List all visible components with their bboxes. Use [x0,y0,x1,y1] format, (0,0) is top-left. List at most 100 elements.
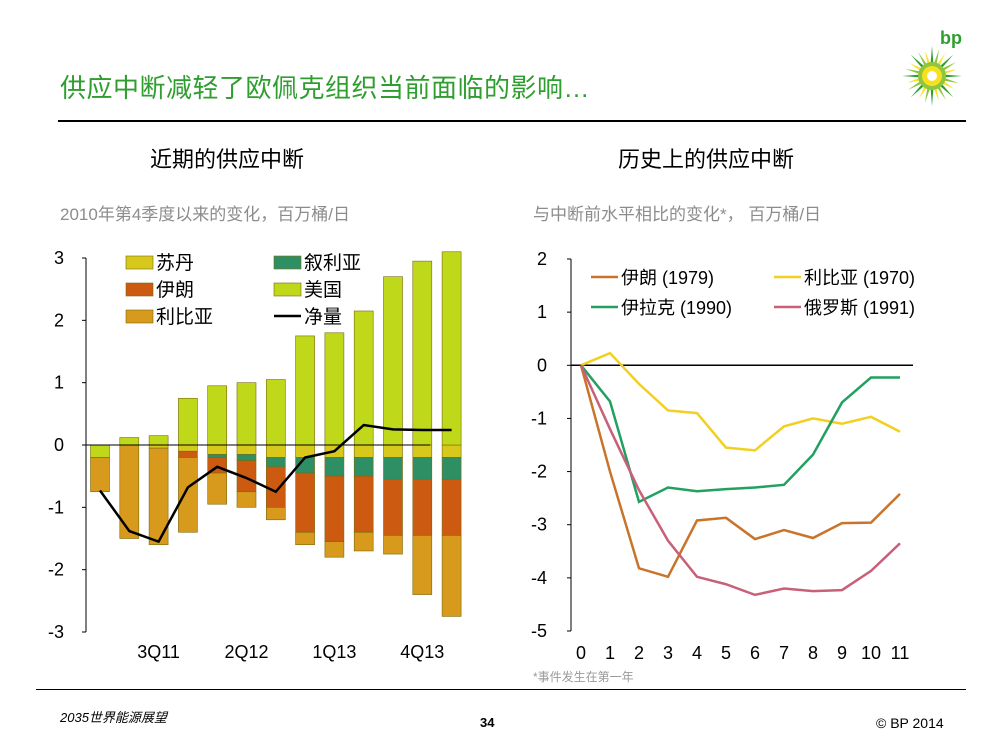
left-panel-subtitle: 2010年第4季度以来的变化，百万桶/日 [60,205,350,224]
right-x-tick-label: 11 [891,643,910,663]
bar-iran [295,472,315,533]
right-y-tick-label: -4 [531,568,547,588]
bar-libya [178,457,198,533]
left-y-tick-label: 2 [54,310,64,330]
right-y-tick-label: 2 [537,249,547,269]
legend-label: 利比亚 [156,306,213,328]
legend-swatch-libya [125,309,154,324]
bar-libya [236,491,257,508]
bp-logo: bp [902,28,962,106]
bar-us [295,335,315,446]
right-x-tick-label: 10 [861,643,881,663]
left-y-tick-label: 3 [54,248,64,268]
right-x-tick-label: 1 [605,643,615,663]
page-number: 34 [480,715,495,730]
bar-sudan [236,444,257,455]
bar-syria [207,454,227,458]
right-y-tick-label: -5 [531,621,547,641]
bar-iran [383,478,403,536]
bar-iran [178,450,198,458]
left-y-tick-label: 0 [54,435,64,455]
logo-ray [933,48,940,65]
bar-iran [353,475,374,533]
net-line [98,423,452,544]
right-panel-heading: 历史上的供应中断 [618,147,795,172]
bar-iran [441,478,462,536]
line-line_iraq [580,364,900,504]
logo-ray [925,50,931,65]
legend-swatch-iran [125,282,154,297]
bar-us [324,332,345,446]
helios-sunflower-icon [902,46,962,106]
bar-iran [324,475,345,542]
right-x-tick-label: 6 [750,643,760,663]
right-y-tick-label: 0 [537,355,547,375]
legend-label: 利比亚 (1970) [804,268,915,288]
bar-us [119,437,140,446]
left-x-tick-label: 4Q13 [400,642,444,662]
right-x-tick-label: 7 [779,643,789,663]
right-x-tick-label: 8 [808,643,818,663]
right-x-tick-label: 0 [576,643,586,663]
right-y-tick-label: -1 [531,408,547,428]
line-line_russia [579,364,901,597]
bar-iran [412,478,433,536]
right-x-tick-label: 3 [663,643,673,663]
left-panel-heading: 近期的供应中断 [150,147,305,172]
line-line_iran [579,364,901,579]
legend-label: 净量 [304,306,342,328]
bar-us [412,260,433,446]
bar-us [265,379,286,446]
logo-ray [939,83,954,98]
left-x-tick-label: 2Q12 [224,642,268,662]
legend-label: 俄罗斯 (1991) [804,298,915,318]
bar-libya [441,535,462,617]
header-rule [58,120,966,122]
legend-swatch-syria [273,255,302,270]
logo-ray [943,77,960,84]
legend-label: 伊朗 (1979) [621,268,714,288]
logo-ray [943,69,958,75]
right-y-tick-label: -2 [531,462,547,482]
bar-libya [353,531,374,552]
logo-ray [941,80,955,89]
right-y-tick-label: -3 [531,515,547,535]
bar-syria [236,454,257,461]
right-x-tick-label: 5 [721,643,731,663]
bar-us [207,385,227,446]
right-x-tick-label: 2 [634,643,644,663]
bar-sudan [353,444,374,458]
logo-ray [904,68,921,75]
logo-ray [909,63,923,72]
left-x-tick-label: 1Q13 [312,642,356,662]
logo-ray [930,87,934,106]
bar-us [441,251,462,446]
legend-label: 苏丹 [156,252,194,274]
right-x-tick-label: 9 [837,643,847,663]
bar-libya [383,535,403,555]
footnote: *事件发生在第一年 [533,670,634,684]
bar-syria [353,457,374,477]
logo-ray [902,74,921,78]
bar-syria [412,457,433,480]
right-panel-subtitle: 与中断前水平相比的变化*， 百万桶/日 [533,205,822,224]
left-y-tick-label: -2 [48,560,64,580]
bar-us [178,397,198,446]
bar-us [148,435,169,446]
legend-swatch-us [273,282,302,297]
bar-libya [148,447,169,546]
bar-syria [383,457,403,480]
logo-ray [918,51,928,67]
bar-libya [119,444,140,539]
left-y-tick-label: -1 [48,497,64,517]
logo-ray [919,85,928,99]
bar-sudan [412,444,433,458]
logo-ray [933,87,939,102]
bar-syria [324,457,345,477]
bar-sudan [265,444,286,458]
right-y-tick-label: 1 [537,302,547,322]
bar-syria [265,457,286,468]
logo-ray [936,53,945,67]
bar-libya [295,531,315,546]
legend-label: 叙利亚 [304,252,361,274]
